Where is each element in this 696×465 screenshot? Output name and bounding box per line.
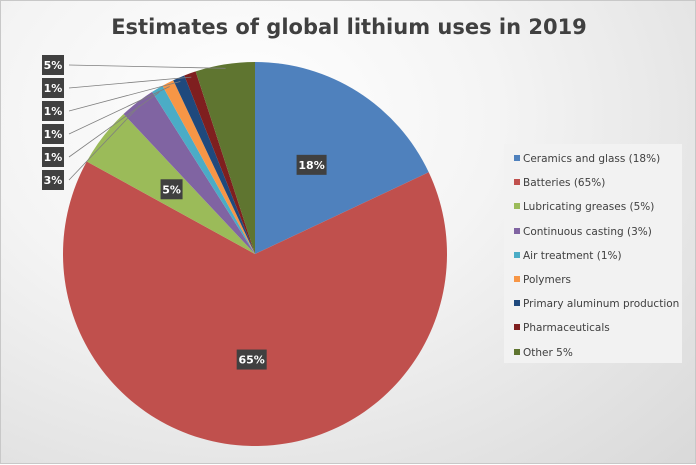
svg-text:1%: 1%: [44, 128, 63, 141]
legend-swatch: [514, 300, 520, 307]
legend-label: Lubricating greases (5%): [523, 201, 655, 214]
legend-swatch: [514, 276, 520, 282]
data-label: 18%: [296, 154, 327, 175]
leader-line: [68, 91, 160, 158]
legend-item: Pharmaceuticals: [514, 322, 610, 334]
svg-text:1%: 1%: [44, 82, 63, 95]
legend-item: Air treatment (1%): [514, 250, 622, 262]
legend-label: Ceramics and glass (18%): [523, 153, 661, 165]
svg-text:5%: 5%: [44, 59, 63, 72]
legend-label: Pharmaceuticals: [523, 322, 610, 335]
legend-item: Continuous casting (3%): [514, 226, 652, 238]
legend-item: Other 5%: [514, 347, 573, 359]
pie-slice: [123, 91, 255, 254]
data-label: 3%: [42, 105, 141, 190]
data-label: 5%: [160, 179, 183, 200]
leader-line: [68, 105, 141, 181]
legend-label: Batteries (65%): [523, 177, 606, 190]
data-label: 1%: [42, 81, 181, 121]
leader-line: [68, 76, 192, 89]
pie-slice: [173, 75, 255, 255]
legend-swatch: [514, 179, 520, 186]
legend-swatch: [514, 251, 520, 258]
pie-slice: [195, 62, 255, 254]
pie-slice: [255, 62, 429, 254]
legend-item: Batteries (65%): [514, 177, 605, 189]
svg-text:1%: 1%: [44, 151, 63, 164]
data-label: 5%: [42, 55, 226, 75]
legend-label: Primary aluminum production: [523, 298, 680, 311]
legend-swatch: [514, 203, 520, 210]
pie-slice: [162, 80, 255, 254]
legend-item: Lubricating greases (5%): [514, 201, 654, 213]
legend-item: Ceramics and glass (18%): [514, 153, 660, 165]
legend-swatch: [514, 155, 520, 161]
legend-item: Primary aluminum production: [514, 298, 679, 310]
data-label: 1%: [42, 76, 192, 98]
pie-slice: [63, 161, 447, 446]
pie-slice: [184, 71, 255, 254]
legend-label: Continuous casting (3%): [523, 225, 652, 238]
pie-slice: [152, 85, 255, 254]
leader-line: [68, 86, 170, 135]
chart-title: Estimates of global lithium uses in 2019: [111, 15, 587, 39]
svg-text:65%: 65%: [239, 354, 265, 367]
legend-swatch: [514, 324, 520, 331]
data-label: 1%: [42, 91, 160, 167]
legend: Ceramics and glass (18%) Batteries (65%) L…: [504, 144, 682, 363]
svg-text:5%: 5%: [162, 183, 181, 196]
legend-swatch: [514, 227, 520, 234]
legend-swatch: [514, 348, 520, 355]
data-label: 65%: [236, 349, 267, 370]
svg-text:1%: 1%: [44, 105, 63, 118]
data-label: 1%: [42, 86, 170, 144]
leader-line: [68, 64, 226, 69]
legend-label: Other 5%: [523, 346, 573, 359]
legend-label: Air treatment (1%): [523, 249, 622, 262]
svg-text:18%: 18%: [298, 159, 324, 172]
leader-line: [68, 81, 181, 112]
svg-text:3%: 3%: [44, 174, 63, 187]
legend-item: Polymers: [514, 274, 571, 286]
legend-label: Polymers: [523, 274, 571, 286]
